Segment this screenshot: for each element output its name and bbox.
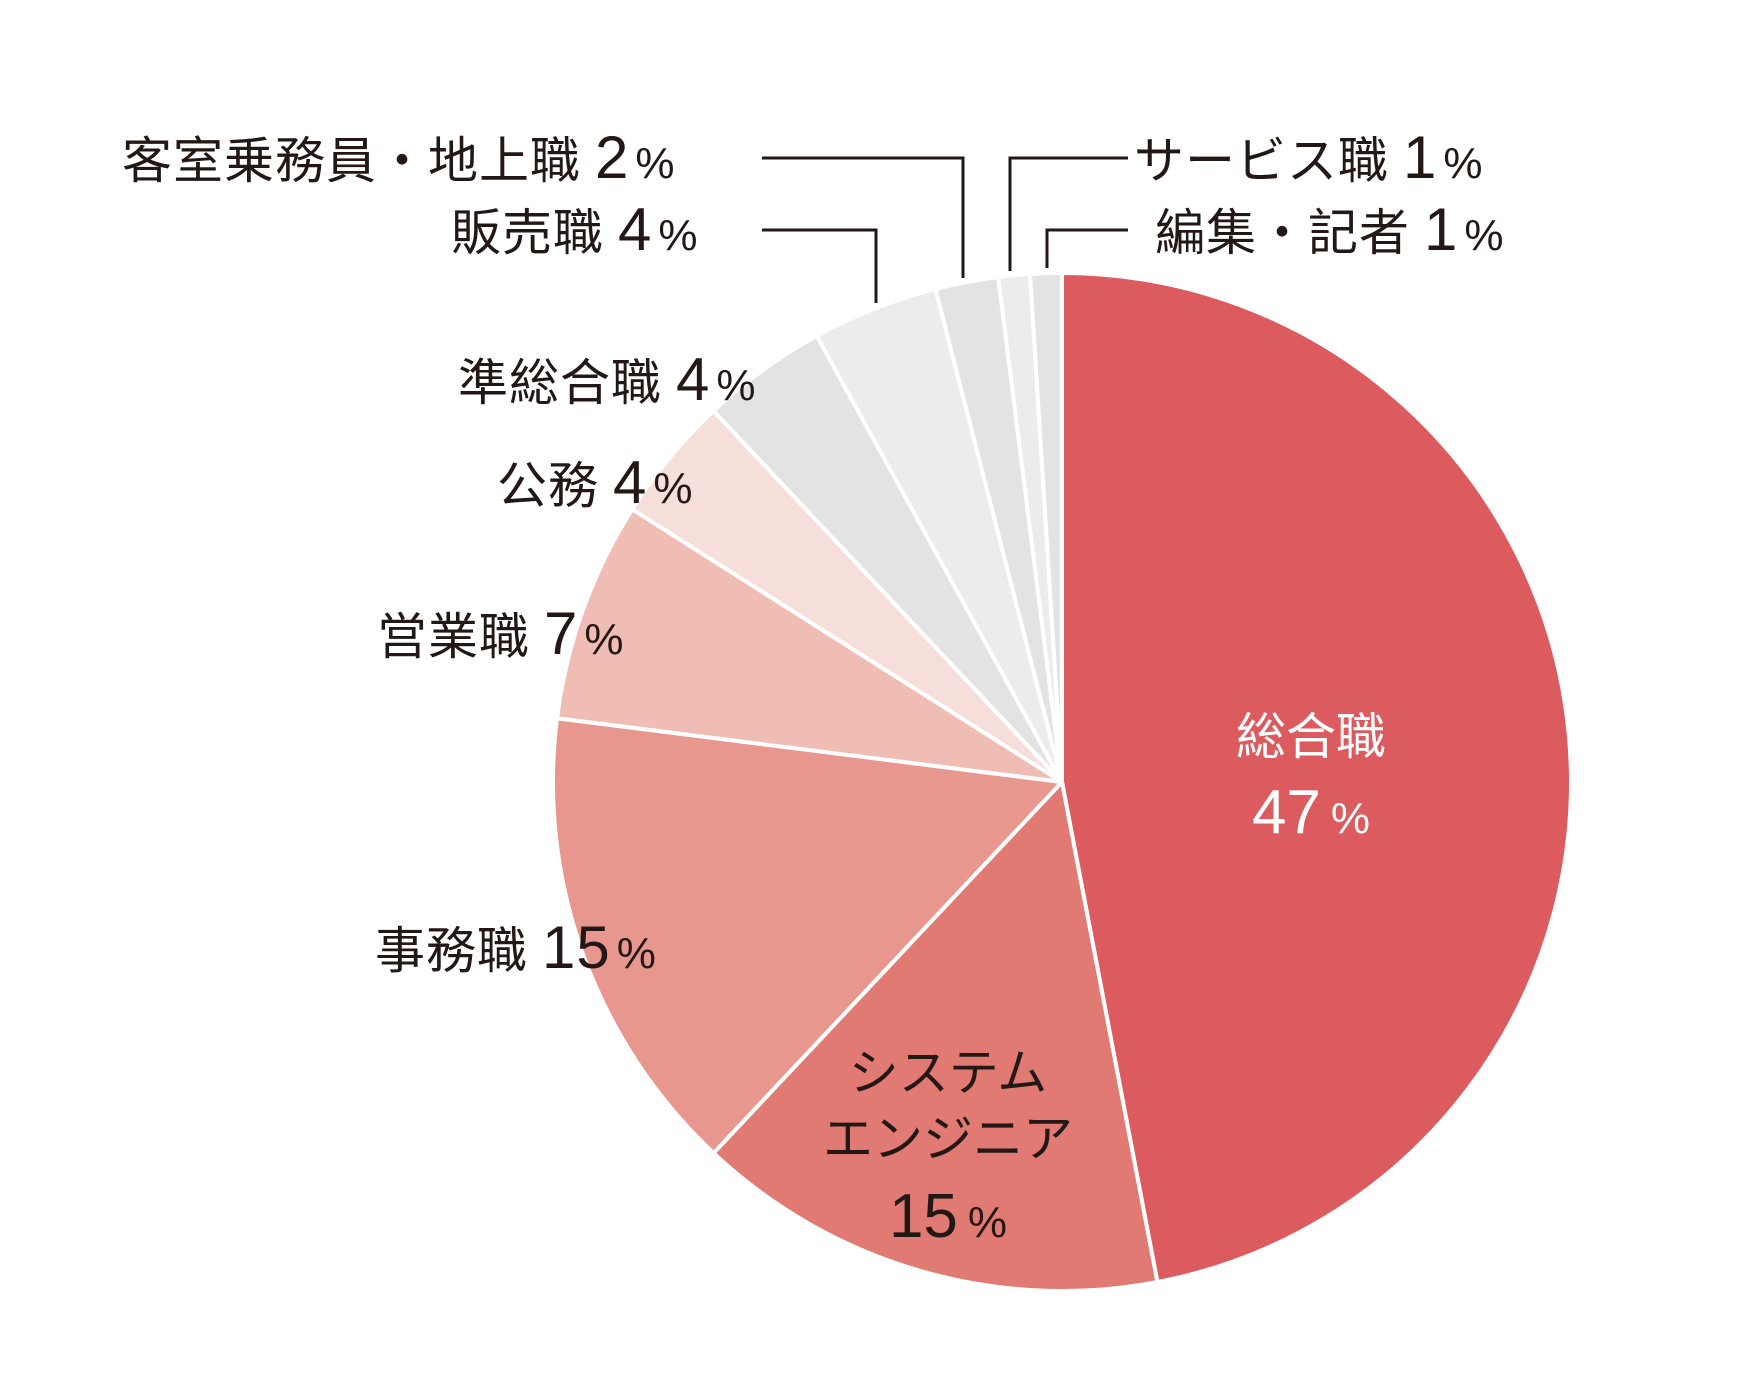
label-se: システム エンジニア 15%	[798, 1048, 1098, 1248]
label-name: 客室乗務員・地上職	[122, 132, 581, 190]
label-name: 編集・記者	[1155, 204, 1410, 262]
label-percent: %	[658, 211, 699, 260]
label-name: 事務職	[375, 922, 528, 980]
label-value: 1	[1424, 196, 1459, 263]
label-name: 営業職	[377, 608, 530, 666]
leader-lines	[762, 156, 1128, 303]
label-name: サービス職	[1134, 132, 1389, 190]
label-percent: %	[584, 615, 625, 664]
label-value: 7	[544, 600, 579, 667]
label-percent: %	[1464, 211, 1505, 260]
leader-line-kyakushitsu	[762, 156, 965, 278]
label-hanbai: 販売職 4%	[451, 200, 699, 260]
label-name-line1: システム	[848, 1044, 1048, 1102]
label-percent: %	[635, 139, 676, 188]
label-percent: %	[616, 929, 657, 978]
pie-slice-3	[555, 507, 1064, 784]
pie-slice-9	[1028, 270, 1064, 784]
label-kyakushitsu: 客室乗務員・地上職 2%	[122, 128, 676, 188]
label-percent: %	[716, 361, 757, 410]
label-name-line2: エンジニア	[823, 1110, 1073, 1168]
label-name: 販売職	[451, 204, 604, 262]
label-value: 1	[1403, 124, 1438, 191]
label-value: 15	[542, 914, 611, 981]
label-name: 準総合職	[458, 354, 662, 412]
label-value: 4	[613, 449, 648, 516]
label-komu: 公務 4%	[497, 453, 694, 513]
label-value: 4	[618, 196, 653, 263]
label-percent: %	[1443, 139, 1484, 188]
label-value: 15	[888, 1182, 958, 1251]
label-value: 2	[595, 124, 630, 191]
leader-line-henshu	[1045, 228, 1128, 268]
leader-line-service	[1008, 156, 1128, 271]
pie-slice-2	[551, 716, 1064, 1156]
label-value-wrap: 47%	[1211, 782, 1411, 844]
pie-slices	[551, 270, 1573, 1293]
label-percent: %	[1330, 794, 1371, 843]
label-percent: %	[967, 1198, 1008, 1247]
pie-slice-0	[1060, 271, 1573, 1284]
label-value: 47	[1251, 778, 1321, 847]
label-jimu: 事務職 15%	[375, 918, 657, 978]
label-sogo: 総合職 47%	[1211, 712, 1411, 844]
label-percent: %	[653, 464, 694, 513]
label-value-wrap: 15%	[798, 1186, 1098, 1248]
label-henshu: 編集・記者 1%	[1155, 200, 1505, 260]
pie-slice-1	[711, 780, 1160, 1293]
label-junsogo: 準総合職 4%	[458, 350, 757, 410]
label-eigyo: 営業職 7%	[377, 604, 625, 664]
label-name: 総合職	[1236, 708, 1386, 766]
label-name: 公務	[497, 457, 599, 515]
leader-line-hanbai	[762, 228, 878, 303]
label-service: サービス職 1%	[1134, 128, 1484, 188]
label-value: 4	[676, 346, 711, 413]
